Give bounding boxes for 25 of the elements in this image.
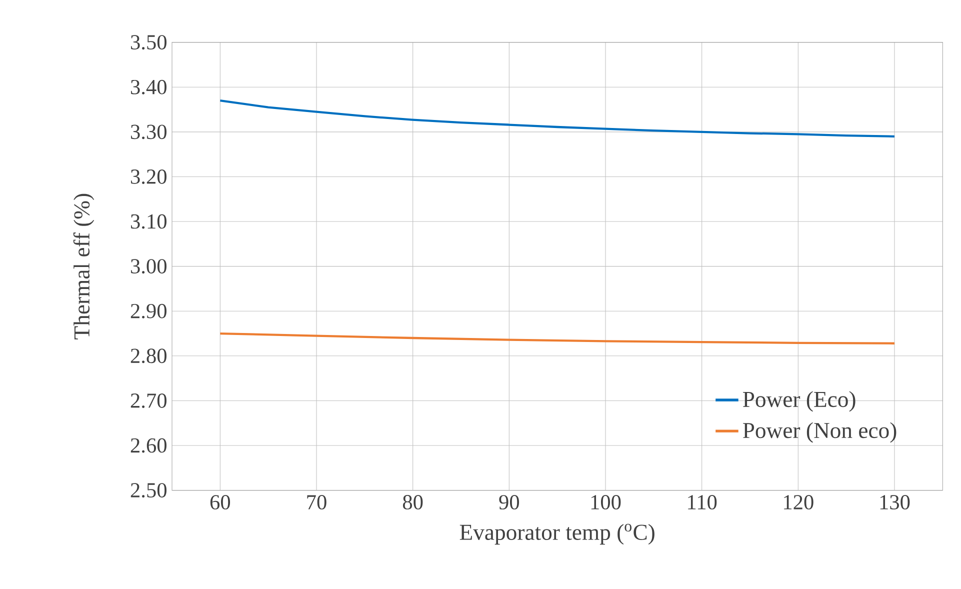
y-tick-label: 3.00 — [130, 259, 166, 274]
line-series — [219, 99, 896, 138]
y-tick-label: 3.10 — [130, 214, 166, 229]
y-tick-label: 2.70 — [130, 393, 166, 408]
y-tick-label: 3.20 — [130, 169, 166, 184]
y-tick-label: 2.60 — [130, 438, 166, 453]
y-tick-label: 2.90 — [130, 304, 166, 318]
x-tick-label: 90 — [499, 495, 520, 510]
y-tick-label: 3.50 — [130, 35, 166, 50]
x-tick-label: 130 — [880, 495, 910, 510]
legend-label: Power (Eco) — [742, 391, 856, 412]
y-tick-label: 3.30 — [130, 124, 166, 140]
x-tick-label: 110 — [688, 495, 717, 510]
y-tick-label: 2.50 — [130, 483, 166, 498]
x-axis-title: Evaporator temp ($^{o}$C) — [460, 524, 654, 545]
y-tick-label: 2.80 — [130, 348, 166, 364]
y-axis-title: Thermal eff (%) — [73, 194, 94, 340]
legend-label: Power (Non eco) — [742, 422, 896, 443]
y-tick-label: 3.40 — [130, 80, 166, 94]
x-tick-label: 100 — [591, 495, 621, 510]
x-tick-label: 80 — [402, 495, 423, 510]
x-tick-label: 60 — [210, 495, 230, 510]
line-series — [219, 332, 896, 344]
x-tick-label: 70 — [307, 495, 326, 510]
x-tick-label: 120 — [784, 495, 814, 510]
